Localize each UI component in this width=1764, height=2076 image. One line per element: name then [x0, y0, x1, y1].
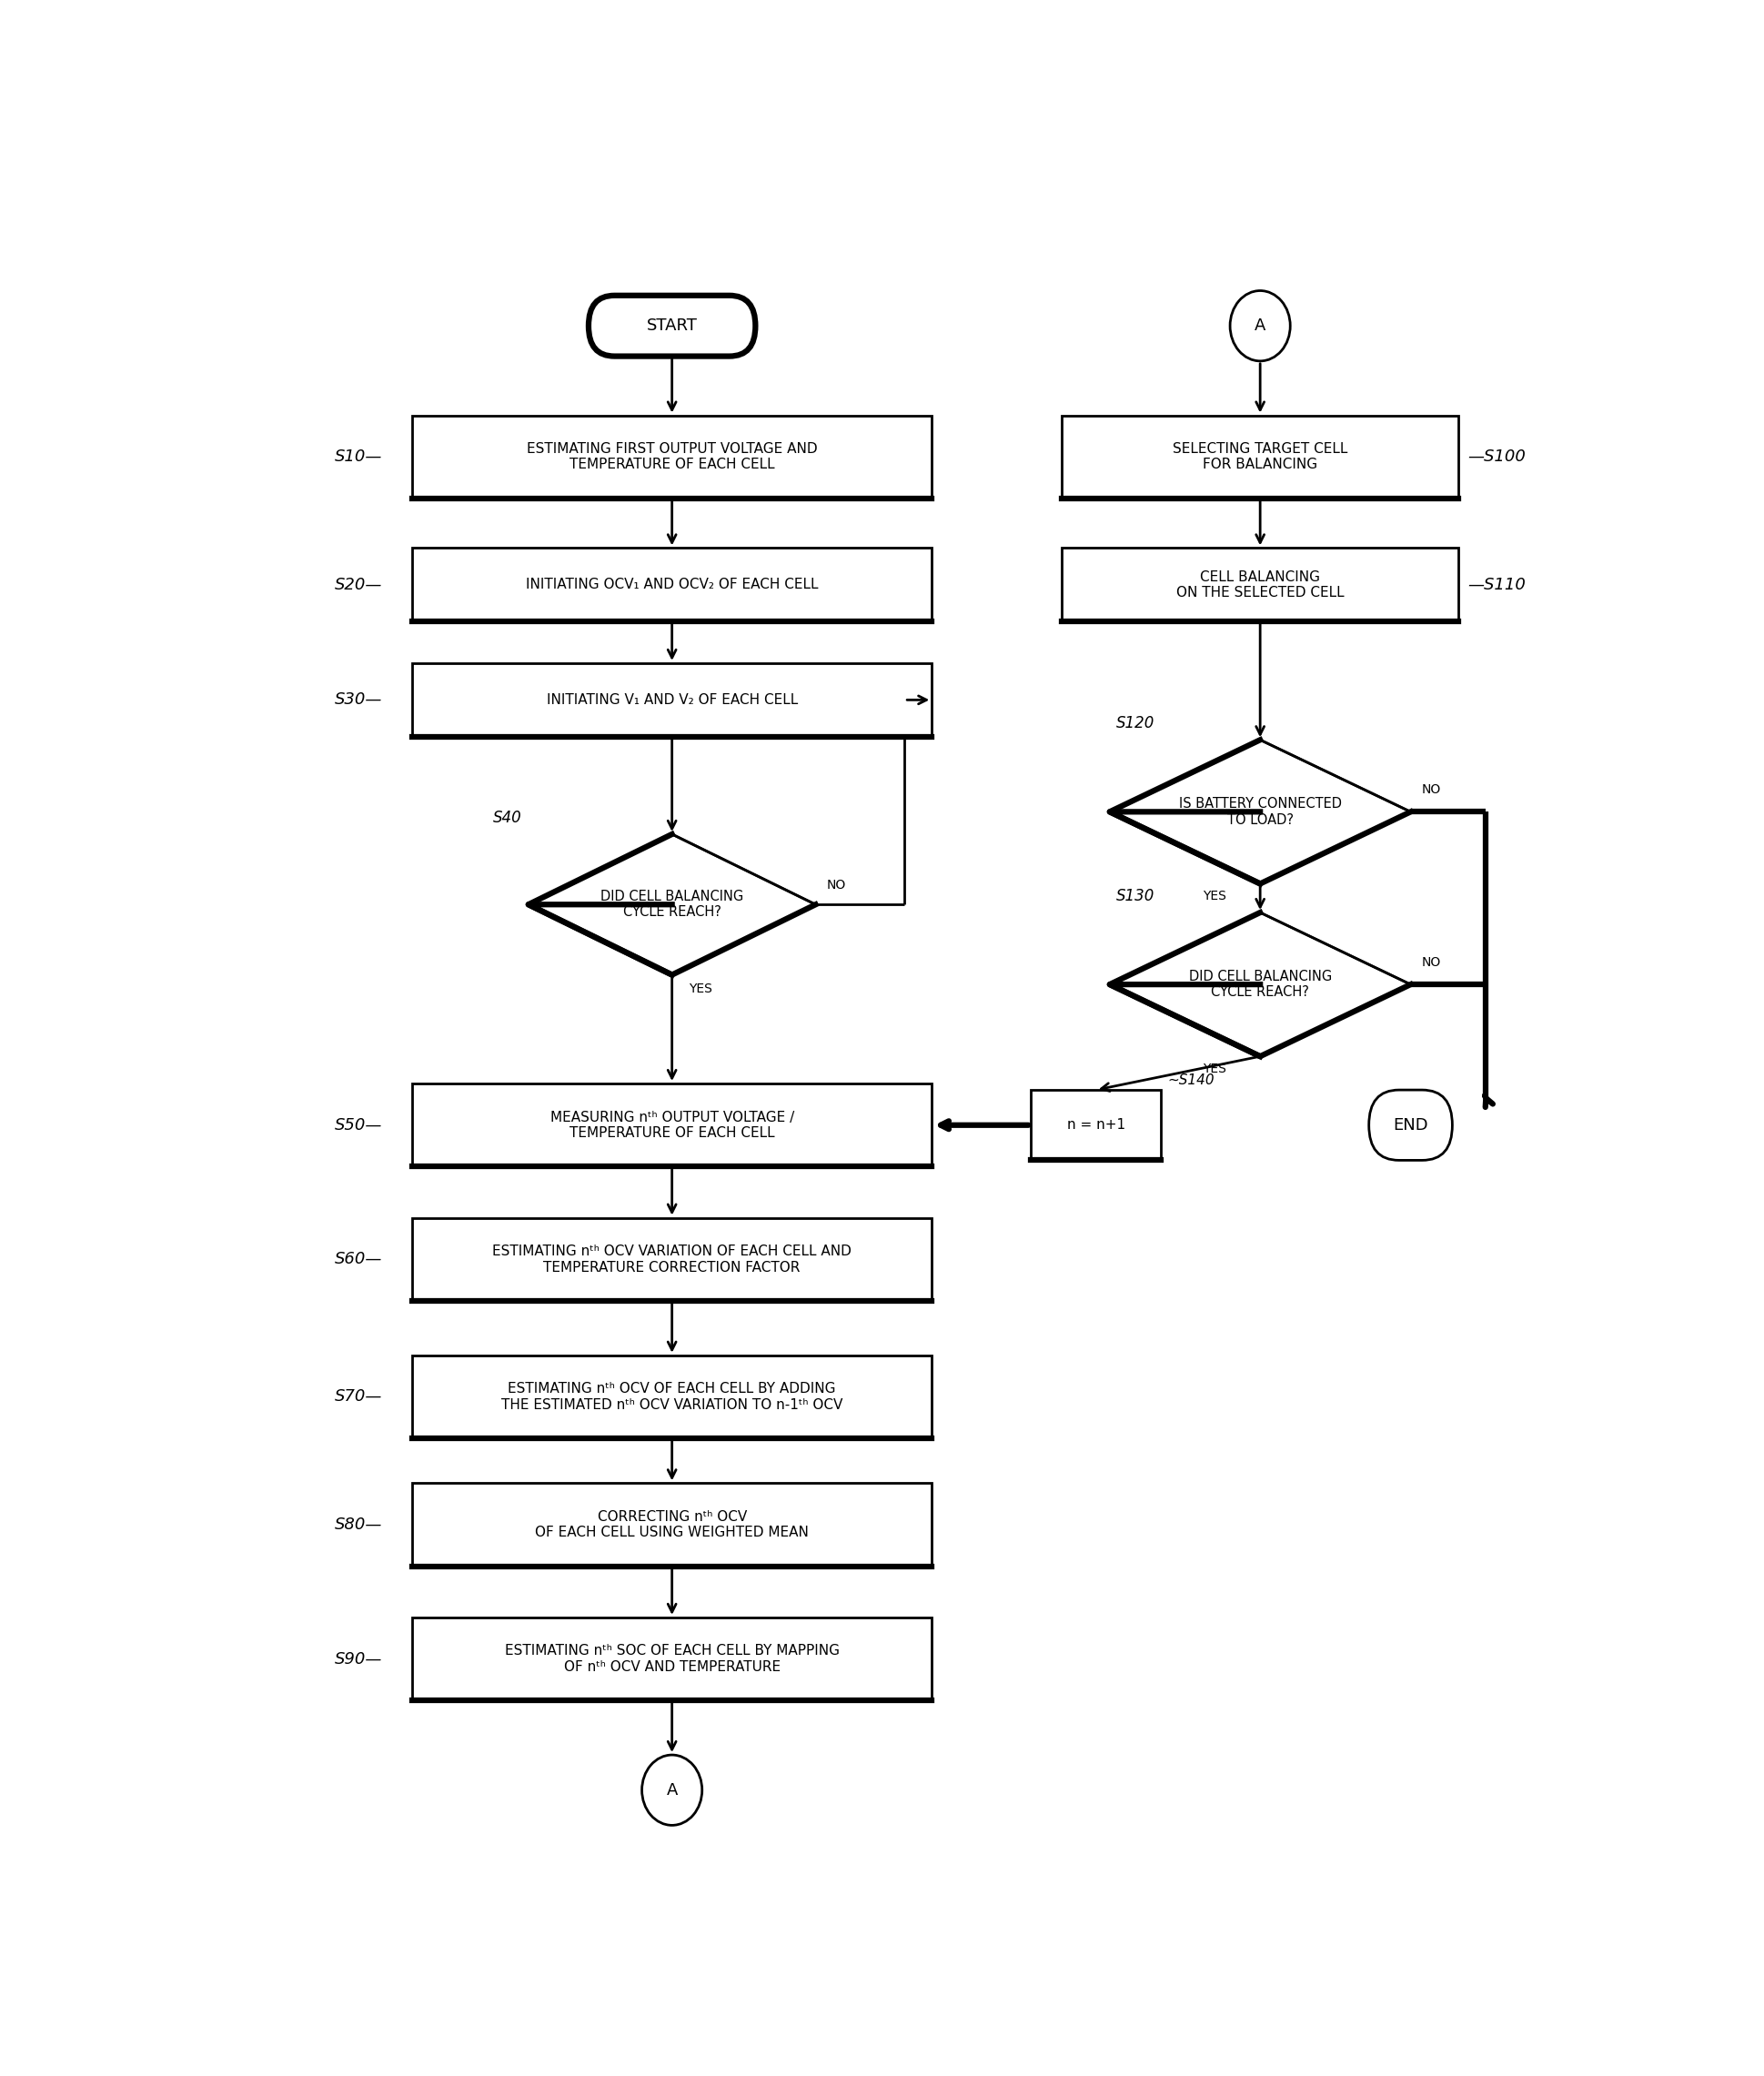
Bar	[1030, 1090, 1161, 1160]
Bar	[411, 1482, 931, 1565]
Circle shape	[1230, 291, 1289, 361]
Text: ~S140: ~S140	[1168, 1073, 1214, 1086]
Text: MEASURING nᵗʰ OUTPUT VOLTAGE /
TEMPERATURE OF EACH CELL: MEASURING nᵗʰ OUTPUT VOLTAGE / TEMPERATU…	[550, 1111, 794, 1140]
Text: NO: NO	[826, 878, 845, 893]
FancyBboxPatch shape	[1369, 1090, 1452, 1160]
Text: A: A	[1254, 318, 1265, 334]
Bar	[411, 1084, 931, 1167]
Text: YES: YES	[1201, 1063, 1226, 1075]
Text: ESTIMATING nᵗʰ OCV OF EACH CELL BY ADDING
THE ESTIMATED nᵗʰ OCV VARIATION TO n-1: ESTIMATING nᵗʰ OCV OF EACH CELL BY ADDIN…	[501, 1383, 841, 1412]
Text: CORRECTING nᵗʰ OCV
OF EACH CELL USING WEIGHTED MEAN: CORRECTING nᵗʰ OCV OF EACH CELL USING WE…	[534, 1509, 808, 1540]
Text: ESTIMATING FIRST OUTPUT VOLTAGE AND
TEMPERATURE OF EACH CELL: ESTIMATING FIRST OUTPUT VOLTAGE AND TEMP…	[526, 442, 817, 471]
Bar	[411, 1617, 931, 1700]
FancyBboxPatch shape	[587, 295, 755, 357]
Polygon shape	[1110, 739, 1409, 884]
Bar	[411, 548, 931, 621]
Text: END: END	[1392, 1117, 1427, 1133]
Bar	[411, 662, 931, 737]
Text: S130: S130	[1117, 889, 1154, 905]
Text: YES: YES	[688, 982, 711, 996]
Bar	[411, 1219, 931, 1302]
Circle shape	[642, 1754, 702, 1825]
Text: S40: S40	[492, 810, 522, 826]
Text: NO: NO	[1420, 955, 1439, 967]
Bar	[1062, 548, 1457, 621]
Text: n = n+1: n = n+1	[1065, 1119, 1125, 1131]
Text: S80—: S80—	[333, 1518, 381, 1532]
Text: S10—: S10—	[333, 448, 381, 465]
Text: DID CELL BALANCING
CYCLE REACH?: DID CELL BALANCING CYCLE REACH?	[600, 891, 743, 920]
Polygon shape	[1110, 913, 1409, 1057]
Bar	[411, 1356, 931, 1439]
Text: ESTIMATING nᵗʰ SOC OF EACH CELL BY MAPPING
OF nᵗʰ OCV AND TEMPERATURE: ESTIMATING nᵗʰ SOC OF EACH CELL BY MAPPI…	[505, 1644, 840, 1673]
Text: DID CELL BALANCING
CYCLE REACH?: DID CELL BALANCING CYCLE REACH?	[1187, 969, 1332, 999]
Text: INITIATING OCV₁ AND OCV₂ OF EACH CELL: INITIATING OCV₁ AND OCV₂ OF EACH CELL	[526, 577, 818, 592]
Text: A: A	[667, 1781, 677, 1798]
Text: S70—: S70—	[333, 1389, 381, 1405]
Text: S120: S120	[1117, 716, 1154, 733]
Text: START: START	[646, 318, 697, 334]
Text: IS BATTERY CONNECTED
TO LOAD?: IS BATTERY CONNECTED TO LOAD?	[1178, 797, 1341, 826]
Text: S30—: S30—	[333, 691, 381, 708]
Text: ESTIMATING nᵗʰ OCV VARIATION OF EACH CELL AND
TEMPERATURE CORRECTION FACTOR: ESTIMATING nᵗʰ OCV VARIATION OF EACH CEL…	[492, 1246, 852, 1275]
Text: SELECTING TARGET CELL
FOR BALANCING: SELECTING TARGET CELL FOR BALANCING	[1171, 442, 1348, 471]
Text: S60—: S60—	[333, 1252, 381, 1268]
Text: NO: NO	[1420, 783, 1439, 795]
Text: —S100: —S100	[1468, 448, 1526, 465]
Bar	[411, 415, 931, 498]
Text: INITIATING V₁ AND V₂ OF EACH CELL: INITIATING V₁ AND V₂ OF EACH CELL	[547, 693, 797, 706]
Polygon shape	[527, 835, 815, 976]
Text: CELL BALANCING
ON THE SELECTED CELL: CELL BALANCING ON THE SELECTED CELL	[1175, 571, 1344, 600]
Text: S90—: S90—	[333, 1650, 381, 1667]
Text: S20—: S20—	[333, 577, 381, 594]
Text: S50—: S50—	[333, 1117, 381, 1133]
Bar	[1062, 415, 1457, 498]
Text: YES: YES	[1201, 891, 1226, 903]
Text: —S110: —S110	[1468, 577, 1526, 594]
